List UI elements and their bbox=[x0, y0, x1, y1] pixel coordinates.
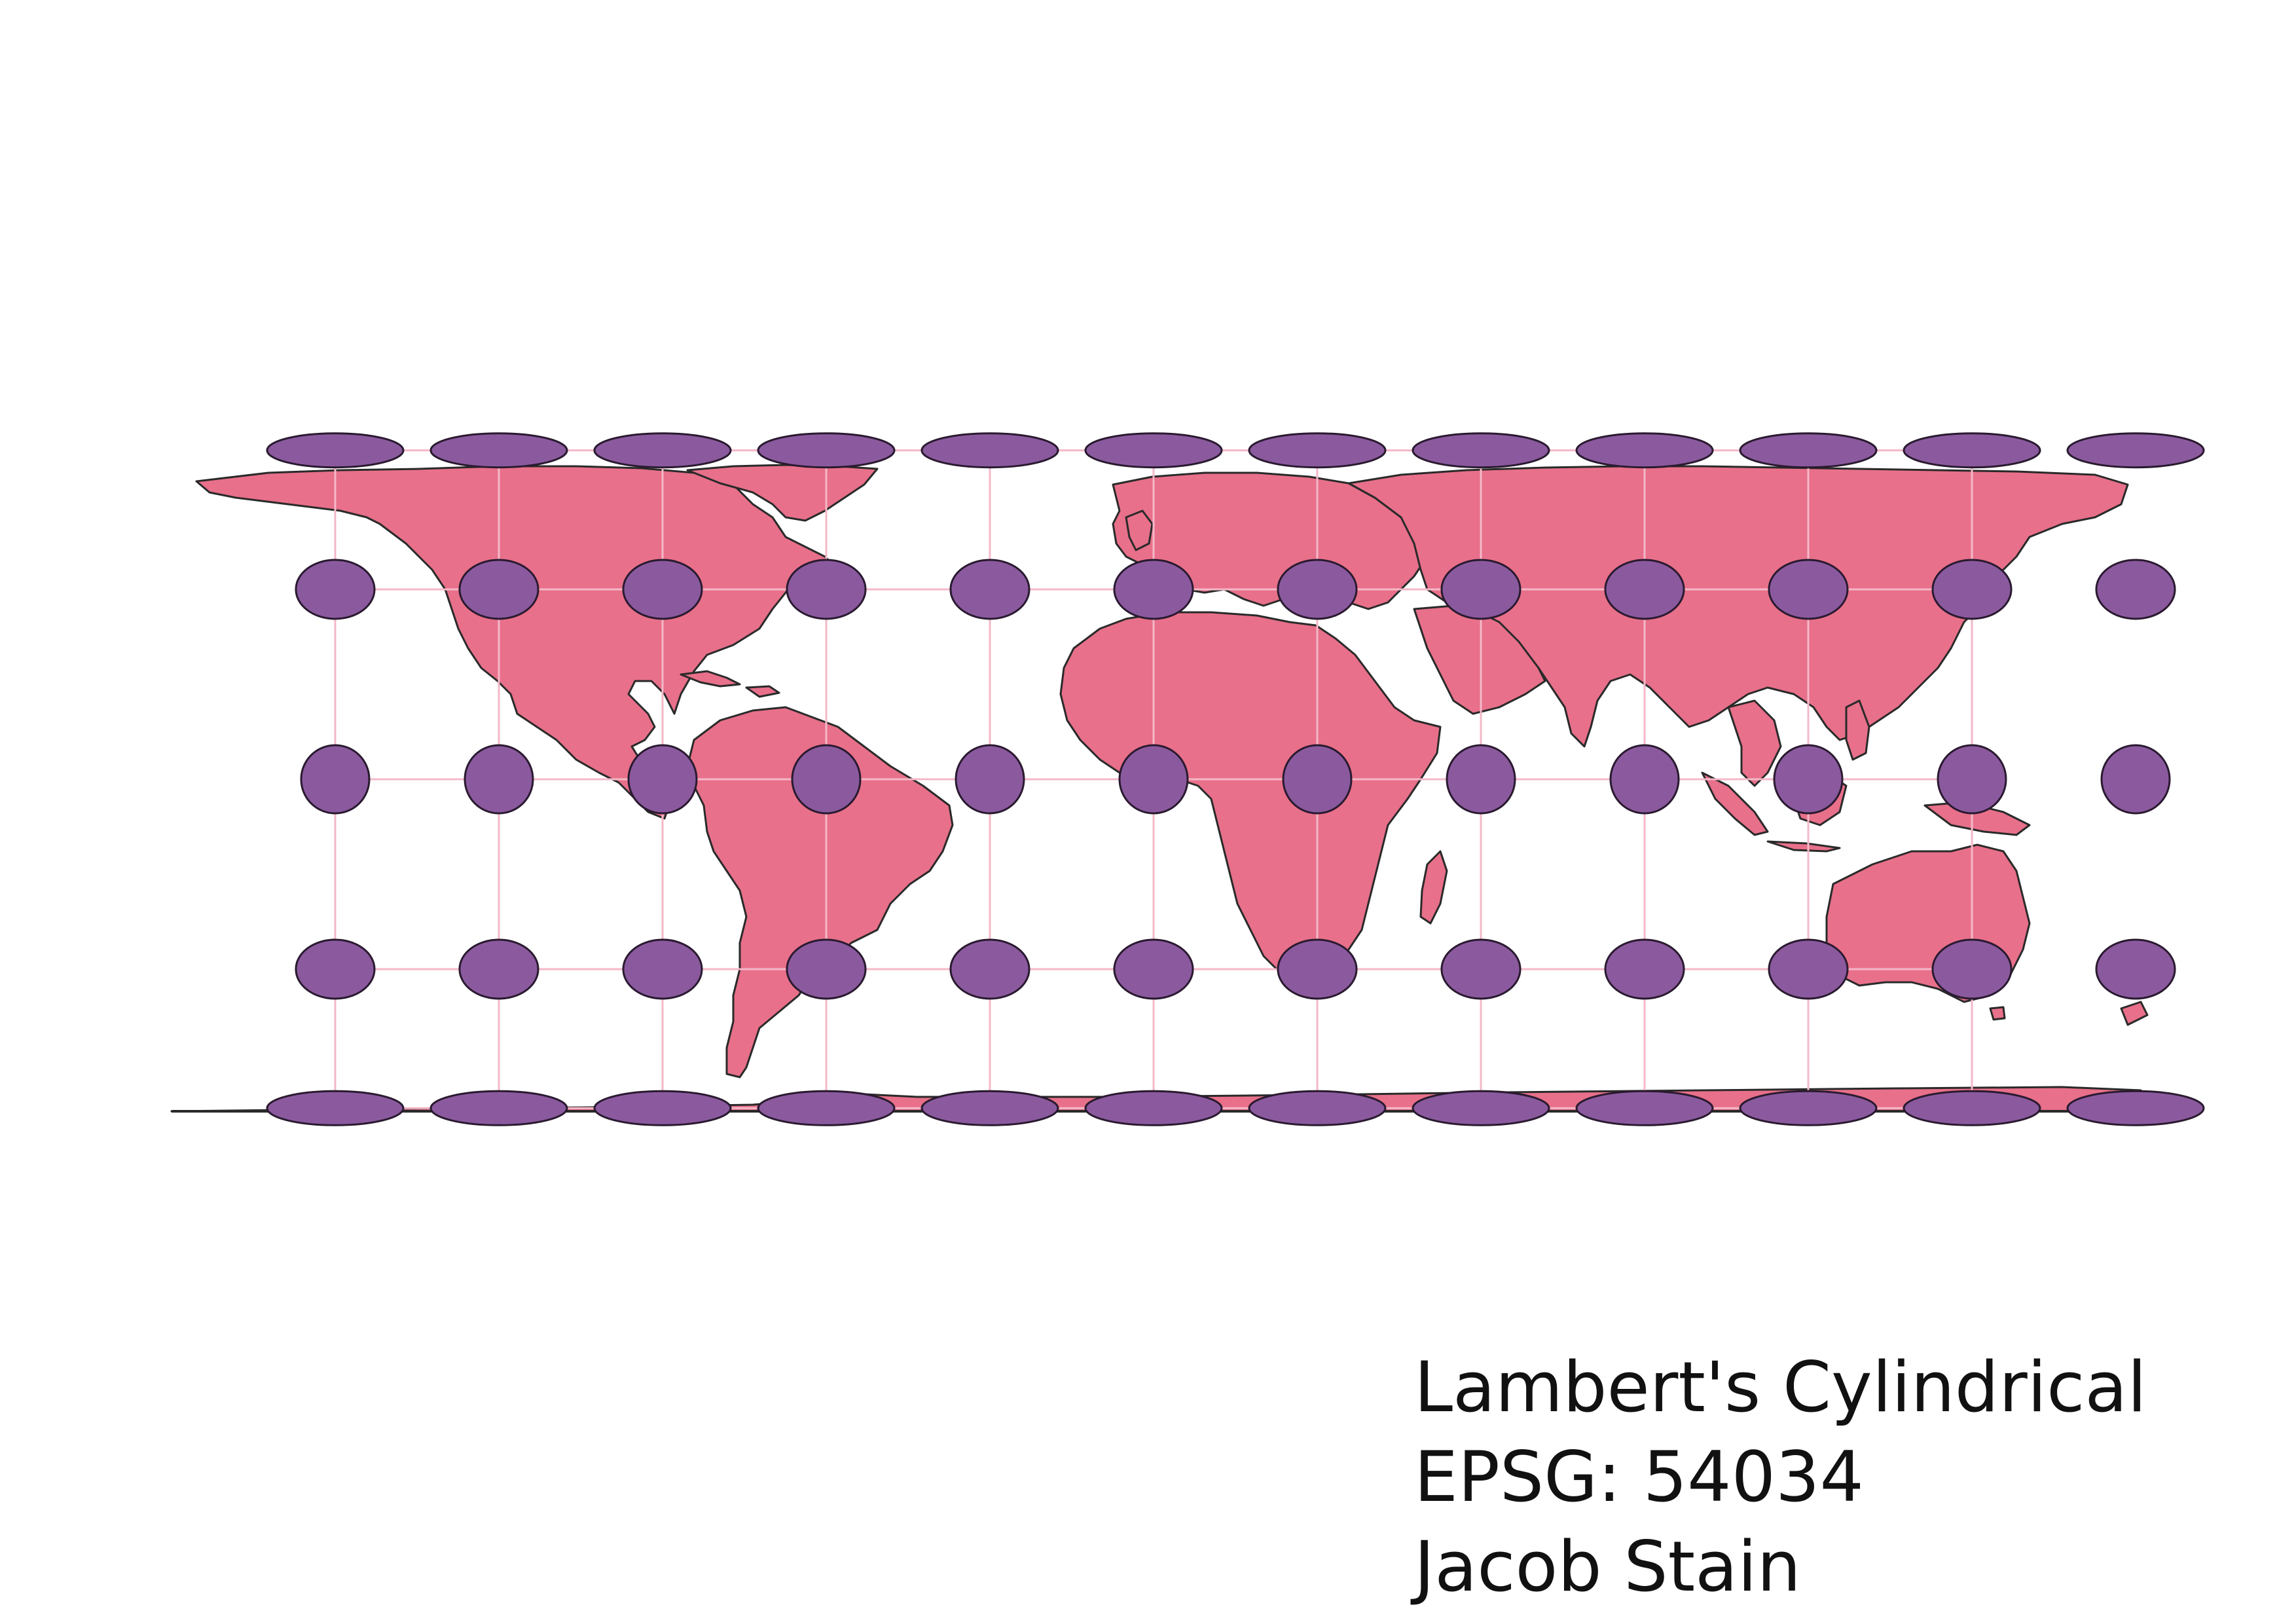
tissot-indicatrix bbox=[593, 432, 732, 469]
tissot-indicatrix bbox=[266, 1090, 405, 1126]
tissot-indicatrix bbox=[920, 1090, 1059, 1126]
tissot-indicatrix bbox=[1768, 938, 1849, 1000]
tissot-indicatrix bbox=[1575, 432, 1714, 469]
tissot-indicatrix bbox=[1604, 938, 1685, 1000]
land-indochina bbox=[1727, 699, 1782, 787]
tissot-indicatrix bbox=[1084, 1090, 1223, 1126]
tissot-indicatrix bbox=[1575, 1090, 1714, 1126]
tissot-indicatrix bbox=[757, 432, 896, 469]
land-philippines bbox=[1845, 699, 1870, 761]
tissot-indicatrix bbox=[955, 744, 1025, 815]
map-caption: Lambert's Cylindrical EPSG: 54034 Jacob … bbox=[1414, 1342, 2147, 1612]
tissot-indicatrix bbox=[295, 559, 376, 620]
land-cuba bbox=[680, 670, 741, 688]
tissot-indicatrix bbox=[1248, 432, 1387, 469]
tissot-indicatrix bbox=[1113, 938, 1194, 1000]
tissot-indicatrix bbox=[920, 432, 1059, 469]
land-java bbox=[1766, 840, 1841, 853]
land-north-america bbox=[195, 465, 839, 820]
land-madagascar bbox=[1419, 850, 1448, 925]
tissot-indicatrix bbox=[266, 432, 405, 469]
land-tasmania bbox=[1989, 1006, 2006, 1021]
tissot-indicatrix bbox=[627, 744, 698, 815]
projection-name: Lambert's Cylindrical bbox=[1414, 1347, 2147, 1428]
tissot-indicatrix bbox=[429, 1090, 568, 1126]
tissot-layer bbox=[266, 432, 2205, 1126]
tissot-indicatrix bbox=[2100, 744, 2171, 815]
tissot-indicatrix bbox=[1903, 432, 2041, 469]
tissot-indicatrix bbox=[458, 938, 539, 1000]
tissot-indicatrix bbox=[1118, 744, 1189, 815]
tissot-indicatrix bbox=[1937, 744, 2007, 815]
tissot-indicatrix bbox=[2095, 938, 2176, 1000]
tissot-indicatrix bbox=[622, 938, 703, 1000]
tissot-indicatrix bbox=[1604, 559, 1685, 620]
tissot-indicatrix bbox=[1903, 1090, 2041, 1126]
tissot-indicatrix bbox=[593, 1090, 732, 1126]
author-name: Jacob Stain bbox=[1414, 1526, 1801, 1607]
tissot-indicatrix bbox=[1773, 744, 1844, 815]
land-hispaniola bbox=[745, 685, 780, 698]
tissot-indicatrix bbox=[1113, 559, 1194, 620]
land-britain bbox=[1125, 509, 1154, 551]
tissot-indicatrix bbox=[1084, 432, 1223, 469]
tissot-indicatrix bbox=[2095, 559, 2176, 620]
land-south-america bbox=[686, 706, 954, 1079]
tissot-indicatrix bbox=[949, 938, 1030, 1000]
tissot-indicatrix bbox=[1931, 559, 2013, 620]
land-africa bbox=[1059, 611, 1442, 974]
tissot-indicatrix bbox=[1412, 1090, 1550, 1126]
tissot-indicatrix bbox=[791, 744, 862, 815]
land-sumatra bbox=[1701, 771, 1769, 836]
tissot-indicatrix bbox=[1931, 938, 2013, 1000]
tissot-indicatrix bbox=[757, 1090, 896, 1126]
tissot-indicatrix bbox=[1277, 938, 1358, 1000]
tissot-indicatrix bbox=[1440, 559, 1522, 620]
tissot-indicatrix bbox=[1412, 432, 1550, 469]
tissot-indicatrix bbox=[786, 938, 867, 1000]
tissot-indicatrix bbox=[2066, 1090, 2205, 1126]
tissot-indicatrix bbox=[300, 744, 371, 815]
tissot-indicatrix bbox=[1768, 559, 1849, 620]
tissot-indicatrix bbox=[622, 559, 703, 620]
tissot-indicatrix bbox=[949, 559, 1030, 620]
tissot-indicatrix bbox=[2066, 432, 2205, 469]
epsg-label: EPSG: 54034 bbox=[1414, 1437, 1864, 1517]
tissot-indicatrix bbox=[786, 559, 867, 620]
tissot-indicatrix bbox=[1248, 1090, 1387, 1126]
tissot-indicatrix bbox=[1739, 1090, 1878, 1126]
land-asia bbox=[1347, 465, 2129, 748]
tissot-indicatrix bbox=[1609, 744, 1680, 815]
tissot-indicatrix bbox=[429, 432, 568, 469]
tissot-indicatrix bbox=[295, 938, 376, 1000]
tissot-indicatrix bbox=[458, 559, 539, 620]
tissot-indicatrix bbox=[1446, 744, 1516, 815]
tissot-indicatrix bbox=[1277, 559, 1358, 620]
tissot-indicatrix bbox=[1739, 432, 1878, 469]
tissot-indicatrix bbox=[1440, 938, 1522, 1000]
land-new-zealand bbox=[2120, 1001, 2149, 1026]
tissot-indicatrix bbox=[464, 744, 534, 815]
tissot-indicatrix bbox=[1282, 744, 1353, 815]
